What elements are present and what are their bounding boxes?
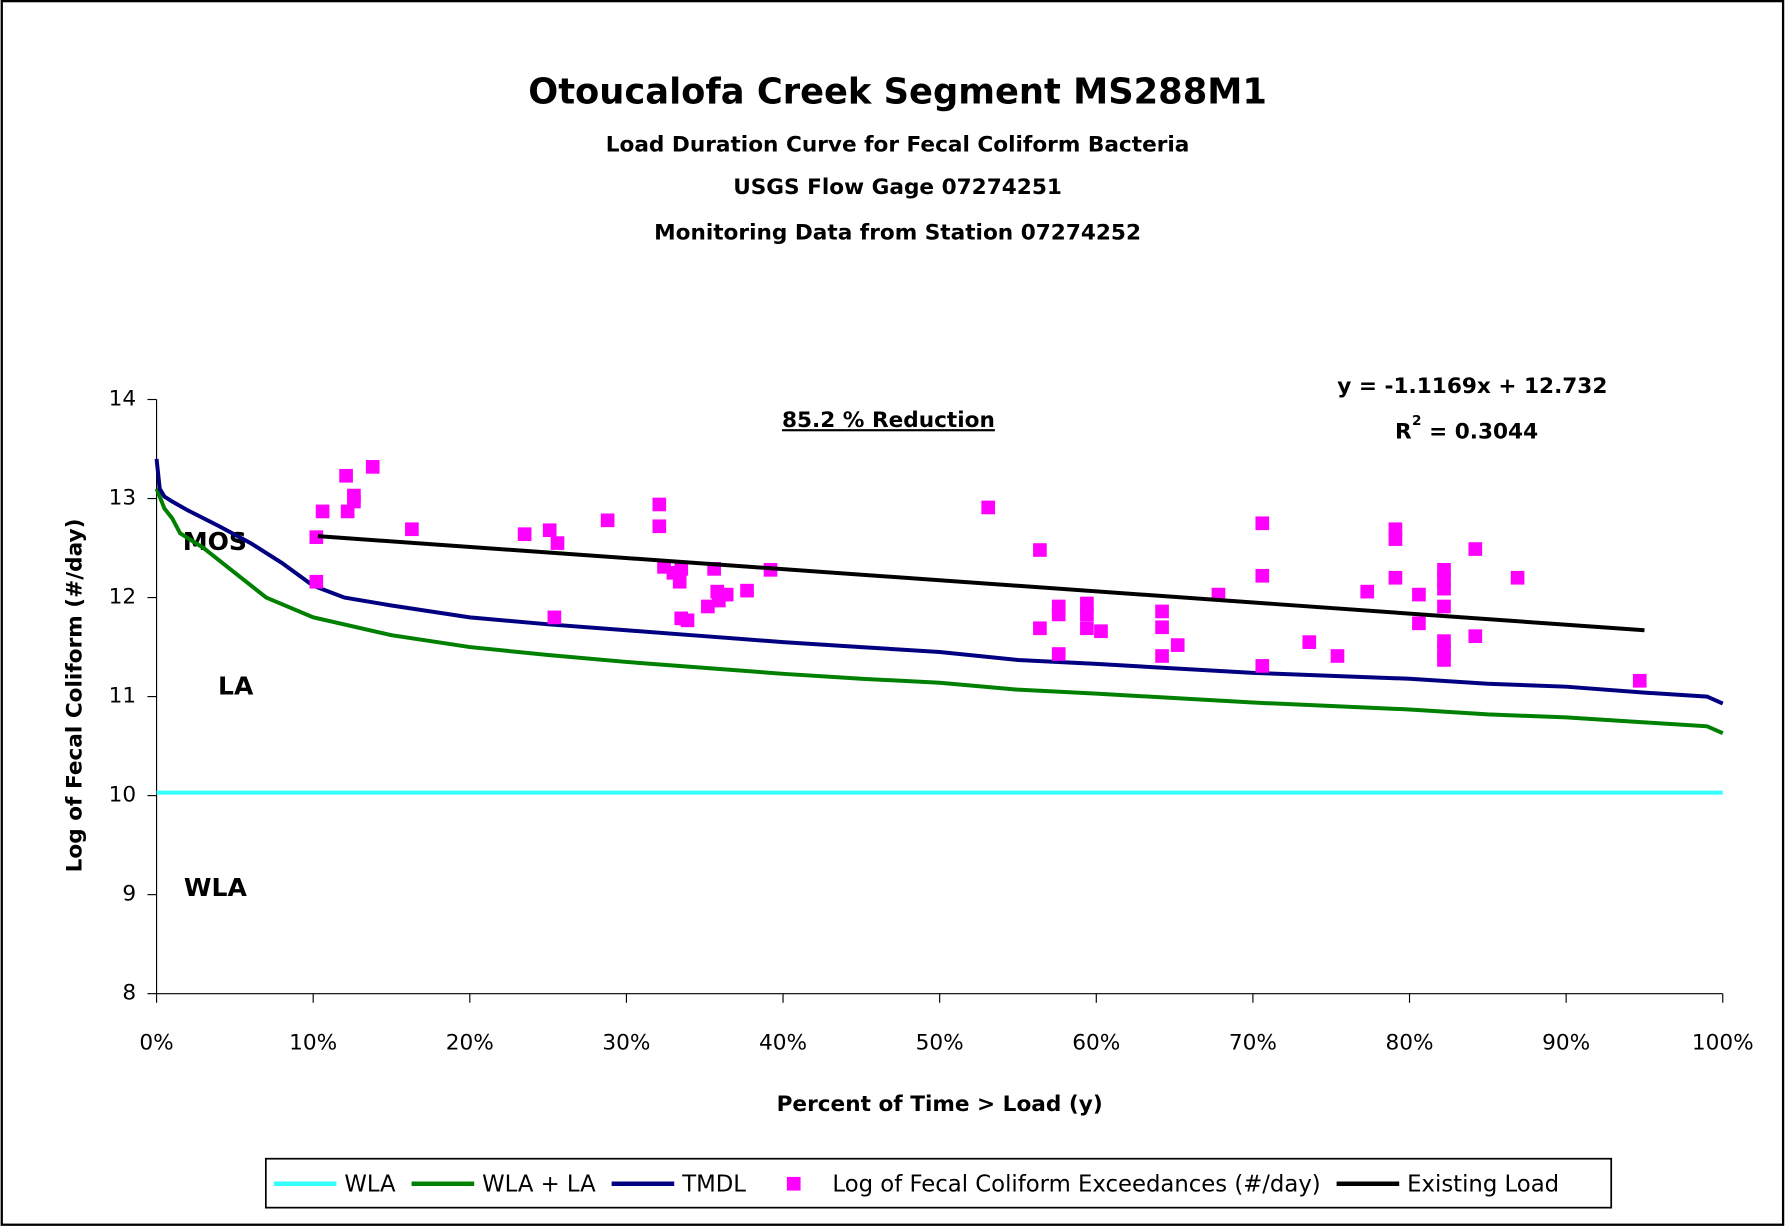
x-tick-label: 40% [759,1031,807,1056]
subtitle: Load Duration Curve for Fecal Coliform B… [606,133,1190,158]
point [547,610,562,625]
plot-area [154,458,1724,795]
point [309,530,324,544]
point [1412,587,1426,602]
point [740,583,754,598]
legend-label: Existing Load [1407,1171,1559,1197]
y-tick-label: 10 [109,783,136,808]
annotation: = 0.3044 [1429,420,1538,445]
point [1468,542,1483,556]
legend-label: TMDL [681,1171,746,1197]
subtitle: Monitoring Data from Station 07274252 [654,220,1141,245]
region-label: LA [218,671,254,700]
x-tick-label: 0% [139,1031,173,1056]
region-label: WLA [184,873,248,902]
y-tick-label: 13 [109,486,136,511]
point [1302,635,1317,649]
subtitle: USGS Flow Gage 07274251 [733,175,1062,200]
x-tick-label: 90% [1542,1031,1590,1056]
point [701,599,715,614]
point [1033,543,1047,557]
point [600,513,615,528]
point [719,587,734,602]
point [1155,604,1169,619]
point [1360,584,1375,599]
line [154,458,1724,706]
point [1051,647,1066,661]
point [339,468,353,483]
point [309,574,324,589]
point [1437,599,1451,614]
point [1632,673,1647,688]
y-tick-label: 14 [109,387,136,412]
axes: 8 9 10 11 12 13 14 0% 10% 20% 30% 40% 50% 60% 70% 80% 90… [109,387,1754,1056]
point [981,500,996,515]
point [652,497,667,512]
point [1155,620,1169,635]
y-tick-label: 11 [109,684,136,709]
point [1170,638,1185,652]
point [1388,532,1403,546]
point [1255,659,1270,673]
point [1080,621,1094,636]
point [1437,653,1451,667]
point [340,504,355,519]
point [1080,596,1094,611]
point [674,562,689,576]
point [1255,516,1270,531]
point [672,574,687,589]
point [1033,621,1047,636]
point [1051,607,1066,622]
legend-label: Log of Fecal Coliform Exceedances (#/day… [832,1171,1320,1197]
x-tick-label: 20% [446,1031,494,1056]
chart-title: Otoucalofa Creek Segment MS288M1 [528,71,1267,112]
x-tick-label: 80% [1386,1031,1434,1056]
x-tick-label: 50% [916,1031,964,1056]
point [1330,649,1345,663]
x-tick-label: 30% [602,1031,650,1056]
x-tick-label: 100% [1692,1031,1754,1056]
point [1388,570,1403,585]
line [154,487,1724,736]
point [315,504,330,519]
y-tick-label: 12 [109,585,136,610]
point [1510,570,1525,585]
point [542,523,557,538]
point [365,460,380,474]
x-axis-title: Percent of Time > Load (y) [777,1092,1103,1117]
annotation: R [1395,420,1412,445]
legend-items: WLA WLA + LA TMDL Log of Fecal Coliform Exc… [273,1171,1559,1197]
point [1468,629,1483,644]
x-tick-label: 70% [1229,1031,1277,1056]
x-tick-label: 10% [289,1031,337,1056]
annotation: 85.2 % Reduction [782,408,995,433]
x-tick-label: 60% [1072,1031,1120,1056]
y-axis-title: Log of Fecal Coliform (#/day) [63,518,88,872]
point [1255,568,1270,583]
point [550,536,565,550]
point [652,519,667,534]
point [1155,649,1169,663]
point [1094,624,1108,639]
legend-swatch [786,1176,801,1191]
point [680,613,695,628]
legend-label: WLA [344,1171,396,1197]
point [1437,581,1451,596]
line [317,534,1645,633]
legend-label: WLA + LA [482,1171,596,1197]
point [405,522,419,537]
annotation: y = -1.1169x + 12.732 [1337,374,1607,399]
y-tick-label: 8 [122,981,136,1006]
y-tick-label: 9 [122,882,136,907]
point [1412,616,1426,631]
annotation: 2 [1412,413,1421,429]
point [1080,607,1094,622]
point [517,527,532,542]
